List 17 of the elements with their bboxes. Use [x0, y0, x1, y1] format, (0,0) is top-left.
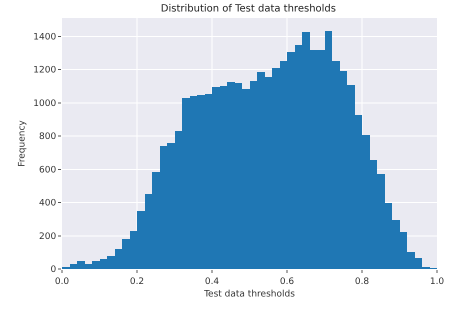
- y-tick-label: 1400: [33, 32, 56, 42]
- y-tick-label: 600: [39, 165, 56, 176]
- y-tick-label: 1200: [33, 66, 56, 76]
- x-tick-label: 0.4: [204, 276, 220, 287]
- y-axis-title: Frequency: [18, 120, 28, 167]
- y-tick-label: 400: [39, 198, 56, 209]
- x-tick-label: 0.2: [130, 276, 144, 287]
- y-tick-label: 0: [50, 265, 56, 276]
- y-tick-label: 1000: [33, 98, 56, 109]
- y-tick-label: 200: [39, 232, 56, 242]
- chart-title: Distribution of Test data thresholds: [160, 4, 336, 15]
- x-axis-title: Test data thresholds: [203, 290, 296, 300]
- x-tick-label: 0.6: [280, 276, 294, 287]
- x-tick-label: 0.0: [54, 276, 70, 287]
- x-tick-label: 0.8: [354, 276, 370, 287]
- x-tick-label: 1.0: [430, 276, 444, 287]
- y-tick-label: 800: [39, 132, 56, 142]
